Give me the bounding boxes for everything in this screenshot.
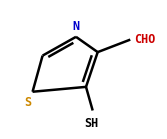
- Text: CHO: CHO: [134, 33, 156, 46]
- Text: SH: SH: [84, 117, 98, 131]
- Text: N: N: [72, 20, 79, 33]
- Text: S: S: [24, 96, 31, 109]
